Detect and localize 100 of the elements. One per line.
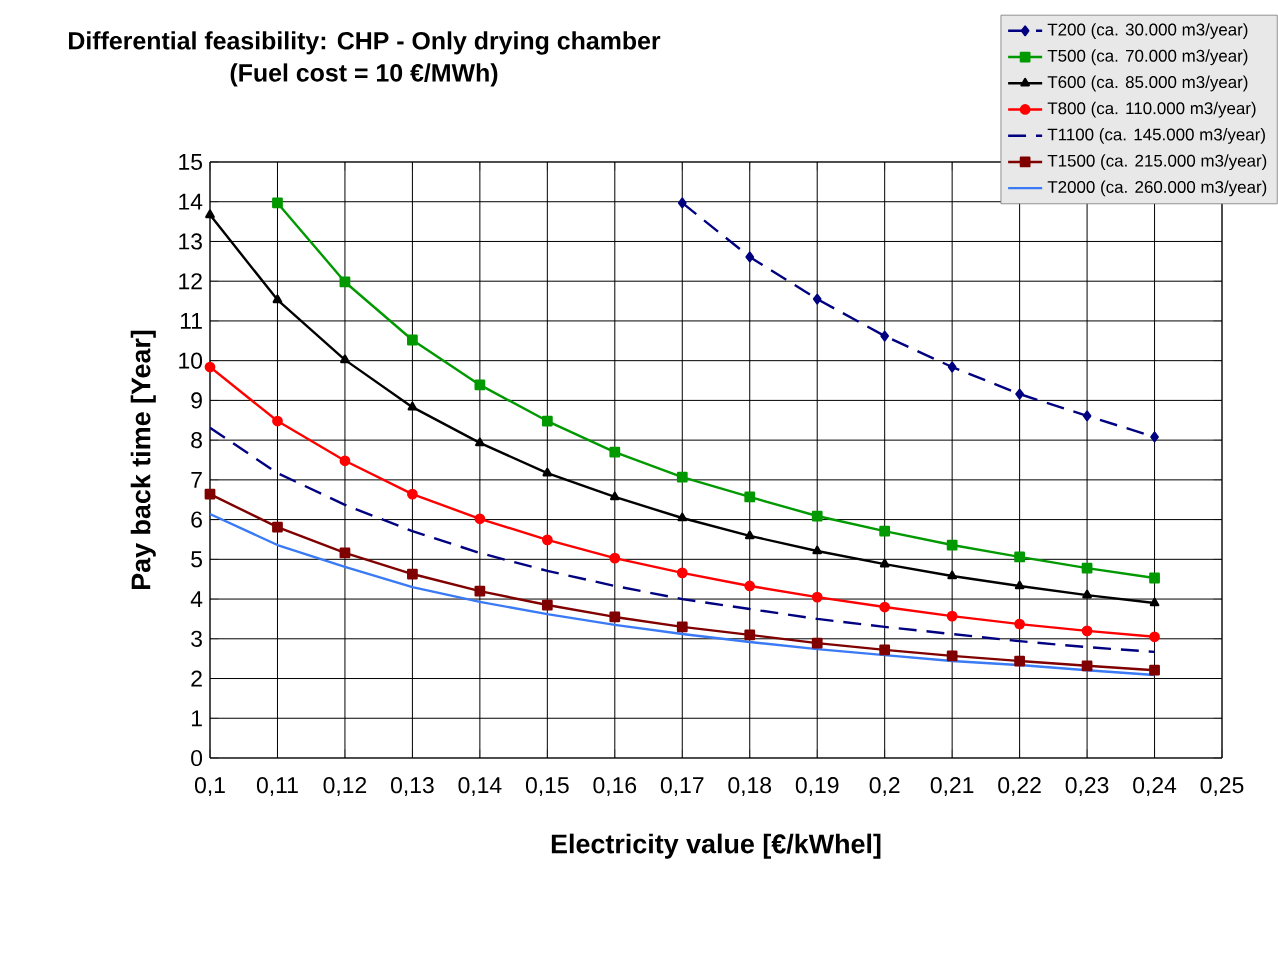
point <box>676 621 688 633</box>
point <box>946 650 958 662</box>
point <box>1081 562 1093 574</box>
y-tick-label: 5 <box>191 551 202 568</box>
point <box>1082 410 1092 422</box>
point <box>744 580 756 592</box>
point <box>1149 664 1160 676</box>
point <box>407 334 418 346</box>
y-tick-label: 9 <box>191 392 202 409</box>
x-tick-label: 0,12 <box>323 777 367 796</box>
point <box>272 197 283 209</box>
point <box>475 437 485 447</box>
legend-label: T200 (ca. 30.000 m3/year) <box>1047 23 1248 39</box>
point <box>541 415 553 427</box>
x-tick-label: 0,13 <box>391 777 434 796</box>
point <box>339 455 351 467</box>
x-tick-label: 0,2 <box>869 777 900 796</box>
point <box>745 251 755 263</box>
point <box>609 611 621 623</box>
point <box>947 361 957 373</box>
point <box>541 534 553 546</box>
point <box>340 354 350 364</box>
x-tick-label: 0,24 <box>1133 777 1177 796</box>
legend-label: T1500 (ca. 215.000 m3/year) <box>1047 154 1267 171</box>
point <box>204 361 216 373</box>
point <box>744 491 756 503</box>
point <box>205 209 215 219</box>
point <box>677 512 688 522</box>
point <box>1014 655 1025 667</box>
point <box>474 513 486 525</box>
point <box>1150 431 1159 443</box>
point <box>474 379 486 391</box>
point <box>272 415 283 427</box>
point <box>474 585 486 597</box>
point <box>407 488 418 500</box>
point <box>1149 597 1160 607</box>
x-tick-label: 0,14 <box>458 777 502 796</box>
y-tick-label: 8 <box>191 432 202 449</box>
y-tick-label: 14 <box>179 193 203 210</box>
point <box>744 530 755 540</box>
point <box>204 488 216 500</box>
x-axis-title: Electricity value [€/kWhel] <box>551 833 881 859</box>
x-tick-label: 0,1 <box>194 777 225 796</box>
point <box>272 521 283 533</box>
x-tick-label: 0,19 <box>795 777 839 796</box>
point <box>811 591 823 603</box>
y-tick-label: 12 <box>179 273 202 290</box>
y-tick-label: 13 <box>179 233 202 250</box>
x-tick-label: 0,16 <box>593 777 637 796</box>
x-tick-label: 0,15 <box>525 777 569 796</box>
point <box>880 330 890 342</box>
point <box>1082 589 1092 599</box>
line-series <box>210 426 1156 654</box>
y-axis-title: Pay back time [Year] <box>130 330 156 590</box>
x-tick-label: 0,21 <box>930 777 974 796</box>
point <box>676 567 688 579</box>
x-tick-label: 0,25 <box>1200 777 1244 796</box>
point <box>947 570 957 580</box>
point <box>1149 572 1160 584</box>
y-tick-label: 15 <box>179 154 202 170</box>
legend-label: T1100 (ca. 145.000 m3/year) <box>1047 128 1265 144</box>
x-tick-label: 0,11 <box>256 777 298 796</box>
point <box>1015 388 1024 400</box>
y-tick-label: 3 <box>191 630 202 647</box>
point <box>272 294 283 304</box>
point <box>676 471 688 483</box>
y-tick-label: 10 <box>179 352 203 369</box>
y-tick-label: 2 <box>191 670 202 687</box>
point <box>879 525 891 537</box>
point <box>946 610 958 622</box>
y-tick-label: 4 <box>190 591 203 607</box>
point <box>542 467 553 477</box>
legend-label: T500 (ca. 70.000 m3/year) <box>1047 49 1248 66</box>
legend-label: T2000 (ca. 260.000 m3/year) <box>1047 180 1267 197</box>
legend-label: T800 (ca. 110.000 m3/year) <box>1047 101 1256 118</box>
y-tick-label: 11 <box>180 313 202 329</box>
y-tick-label: 7 <box>191 471 202 488</box>
point <box>609 552 621 564</box>
y-tick-label: 1 <box>191 710 202 727</box>
point <box>1149 631 1160 643</box>
legend-label: T600 (ca. 85.000 m3/year) <box>1047 75 1248 92</box>
point <box>812 293 822 305</box>
point <box>609 446 621 458</box>
x-tick-label: 0,23 <box>1065 777 1109 796</box>
point <box>1014 551 1025 563</box>
x-tick-label: 0,22 <box>998 777 1041 796</box>
point <box>946 539 958 551</box>
chart-subtitle: (Fuel cost = 10 €/MWh) <box>230 63 498 87</box>
point <box>541 599 553 611</box>
point <box>339 547 351 559</box>
point <box>677 197 687 209</box>
point <box>339 276 351 288</box>
point <box>1014 580 1025 590</box>
point <box>812 545 823 555</box>
point <box>811 510 823 522</box>
point <box>879 644 891 656</box>
point <box>744 629 756 641</box>
point <box>879 601 891 613</box>
point <box>1081 625 1093 637</box>
point <box>879 558 890 568</box>
